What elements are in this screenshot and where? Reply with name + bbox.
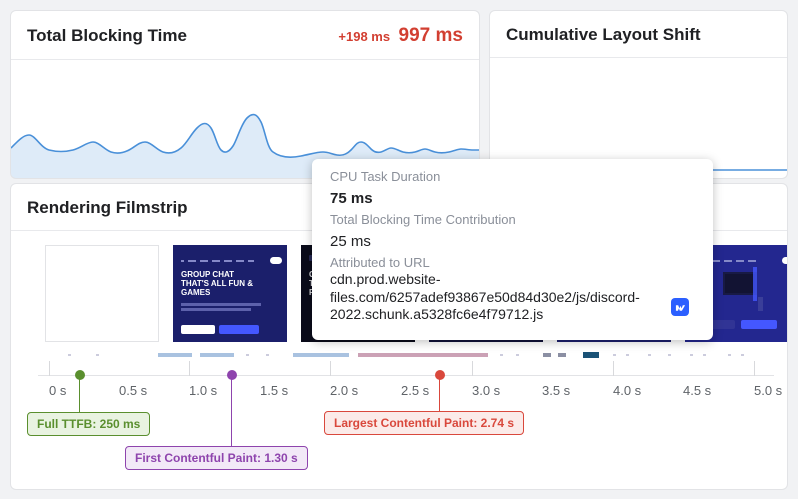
svg-text:THAT'S ALL FUN &: THAT'S ALL FUN & [181,279,253,288]
svg-text:GAMES: GAMES [181,288,211,297]
svg-text:GROUP CHAT: GROUP CHAT [181,270,234,279]
